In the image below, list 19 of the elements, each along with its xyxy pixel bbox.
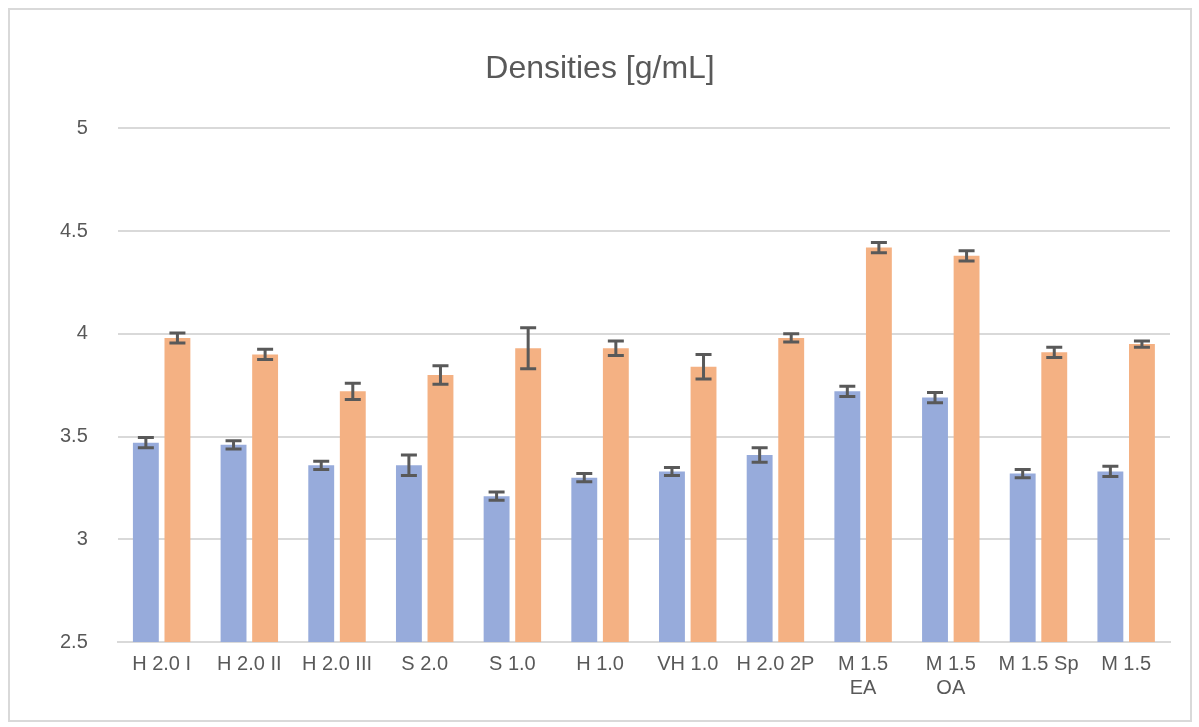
x-tick-label: M 1.5 Sp — [998, 651, 1079, 674]
y-tick-label: 3 — [76, 526, 88, 549]
x-tick-label: H 2.0 III — [301, 651, 373, 674]
x-tick-label: M 1.5 EA — [838, 651, 889, 698]
x-tick-label: H 2.0 2P — [736, 651, 815, 674]
x-tick-label: H 2.0 II — [217, 651, 282, 674]
y-tick-label: 5 — [76, 115, 88, 138]
y-tick-label: 4.5 — [59, 218, 88, 241]
chart-title: Densities [g/mL] — [485, 49, 715, 86]
x-tick-label: M 1.5 — [1101, 651, 1152, 674]
y-tick-label: 4 — [76, 321, 88, 344]
y-tick-label: 3.5 — [59, 424, 88, 447]
x-tick-label: H 1.0 — [576, 651, 624, 674]
x-tick-label: H 2.0 I — [132, 651, 192, 674]
x-tick-label: S 2.0 — [401, 651, 449, 674]
x-tick-label: M 1.5 OA — [925, 651, 976, 698]
x-tick-label: VH 1.0 — [657, 651, 719, 674]
x-tick-label: S 1.0 — [489, 651, 536, 674]
y-tick-label: 2.5 — [59, 629, 88, 652]
